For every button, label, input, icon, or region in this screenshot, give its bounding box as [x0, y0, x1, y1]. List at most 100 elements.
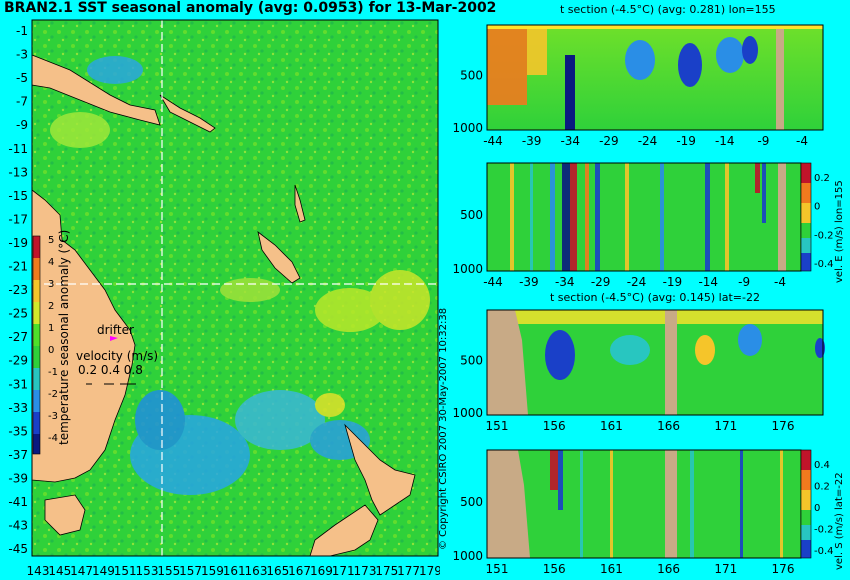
map-x-tick-label: 151 [114, 564, 137, 578]
vel-e-section: -44 -39 -34 -29 -24 -19 -14 -9 -4 500 1000 0.2 0 -0.2… [452, 162, 845, 289]
map-y-tick-label: -9 [16, 118, 28, 132]
side-colorbar-tick-label: 0.4 [814, 460, 830, 471]
side-colorbar-tick-label: 0 [814, 503, 820, 514]
colorbar-tick-label: -2 [48, 389, 58, 400]
section-x-tick-label: 156 [543, 562, 566, 576]
section-x-tick-label: -4 [774, 275, 786, 289]
map-x-tick-label: 161 [223, 564, 246, 578]
colorbar-label: temperature seasonal anomaly (°C) [57, 230, 71, 445]
colorbar-tick-label: 1 [48, 323, 54, 334]
section-x-tick-label: 166 [657, 419, 680, 433]
section-x-tick-label: 176 [772, 419, 795, 433]
map-y-tick-label: -29 [8, 354, 28, 368]
drifter-label: drifter [97, 323, 134, 337]
section-y-tick-label: 1000 [452, 262, 483, 276]
map-x-tick-label: 175 [375, 564, 398, 578]
map-x-tick-label: 167 [288, 564, 311, 578]
drifter-marker-icon [110, 336, 118, 341]
t-section-lat: 151 156 161 166 171 176 500 1000 [452, 309, 825, 433]
section-x-tick-label: 171 [714, 419, 737, 433]
section-x-tick-label: 151 [486, 562, 509, 576]
panel-1-ticks: -44 -39 -34 -29 -24 -19 -14 -9 -4 500 1000 [452, 68, 808, 148]
section-y-tick-label: 1000 [452, 549, 483, 563]
colorbar-tick-label: 4 [48, 257, 54, 268]
map-y-tick-label: -23 [8, 283, 28, 297]
side-colorbar-tick-label: 0.2 [814, 482, 830, 493]
map-y-tick-label: -7 [16, 95, 28, 109]
map-y-tick-label: -13 [8, 165, 28, 179]
panel-3-ticks: 151 156 161 166 171 176 500 1000 [452, 353, 794, 433]
map-x-tick-label: 171 [332, 564, 355, 578]
panel-3-title: t section (-4.5°C) (avg: 0.145) lat=-22 [550, 291, 760, 304]
copyright-text: © Copyright CSIRO 2007 30-May-2007 10:32… [438, 308, 449, 550]
chart-title: BRAN2.1 SST seasonal anomaly (avg: 0.095… [4, 0, 497, 16]
map-y-tick-label: -17 [8, 212, 28, 226]
panel-4-ticks: 151 156 161 166 171 176 500 1000 0.4 0.2 0 -0.2 -0.4 [452, 460, 833, 576]
vel-e-side-label: vel. E (m/s) lon=155 [834, 180, 845, 283]
land-masses [31, 54, 416, 557]
map-y-tick-label: -1 [16, 24, 28, 38]
map-x-tick-label: 157 [179, 564, 202, 578]
section-x-tick-label: -4 [796, 134, 808, 148]
side-colorbar-tick-label: -0.4 [814, 546, 834, 557]
section-x-tick-label: -29 [599, 134, 619, 148]
section-y-tick-label: 500 [460, 68, 483, 82]
vanuatu [294, 184, 306, 223]
map-y-tick-label: -33 [8, 401, 28, 415]
section-x-tick-label: -14 [698, 275, 718, 289]
colorbar-tick-label: 0 [48, 345, 54, 356]
colorbar-tick-label: -3 [48, 411, 58, 422]
section-x-tick-label: -34 [560, 134, 580, 148]
tasmania [44, 494, 86, 536]
section-x-tick-label: -24 [638, 134, 658, 148]
section-y-tick-label: 1000 [452, 406, 483, 420]
section-x-tick-label: -9 [738, 275, 750, 289]
section-x-tick-label: 171 [714, 562, 737, 576]
map-x-tick-label: 149 [92, 564, 115, 578]
vel-s-colorbar [800, 449, 812, 559]
map-y-tick-label: -43 [8, 519, 28, 533]
map-x-tick-label: 159 [201, 564, 224, 578]
map-x-tick-label: 153 [136, 564, 159, 578]
section-x-tick-label: 161 [600, 419, 623, 433]
side-colorbar-tick-label: 0.2 [814, 173, 830, 184]
new-guinea [31, 54, 161, 126]
new-zealand-north [344, 423, 416, 516]
map-x-tick-label: 173 [354, 564, 377, 578]
map-y-tick-label: -21 [8, 260, 28, 274]
colorbar-tick-label: 3 [48, 279, 54, 290]
side-colorbar-tick-label: -0.2 [814, 230, 834, 241]
colorbar-tick-label: 2 [48, 301, 54, 312]
map-colorbar [32, 235, 41, 455]
map-y-tick-label: -5 [16, 71, 28, 85]
map-y-tick-label: -37 [8, 448, 28, 462]
map-x-tick-label: 169 [310, 564, 333, 578]
section-x-tick-label: -19 [676, 134, 696, 148]
vel-s-section: 151 156 161 166 171 176 500 1000 0.4 0.2 0 -0.2 -0.4… [452, 449, 845, 576]
map-y-tick-label: -19 [8, 236, 28, 250]
panel-1-title: t section (-4.5°C) (avg: 0.281) lon=155 [560, 3, 776, 16]
australia [31, 189, 136, 483]
section-x-tick-label: -29 [591, 275, 611, 289]
anomaly-blobs [50, 56, 430, 495]
vel-e-colorbar [800, 162, 812, 272]
map-y-tick-label: -35 [8, 424, 28, 438]
map-y-tick-label: -41 [8, 495, 28, 509]
side-colorbar-tick-label: 0 [814, 202, 820, 213]
section-x-tick-label: -34 [555, 275, 575, 289]
velocity-values: 0.2 0.4 0.8 [78, 363, 143, 377]
section-y-tick-label: 500 [460, 208, 483, 222]
map-y-tick-label: -45 [8, 542, 28, 556]
colorbar-tick-label: -1 [48, 367, 58, 378]
map-x-ticks: 1431451471491511531551571591611631651671… [27, 564, 440, 578]
section-x-tick-label: -9 [757, 134, 769, 148]
map-y-tick-label: -15 [8, 189, 28, 203]
side-colorbar-tick-label: -0.4 [814, 259, 834, 270]
section-y-tick-label: 500 [460, 353, 483, 367]
map-x-tick-label: 163 [245, 564, 268, 578]
section-x-tick-label: 151 [486, 419, 509, 433]
colorbar-tick-label: 5 [48, 235, 54, 246]
section-x-tick-label: -39 [519, 275, 539, 289]
section-x-tick-label: -44 [483, 134, 503, 148]
map-x-tick-label: 165 [266, 564, 289, 578]
